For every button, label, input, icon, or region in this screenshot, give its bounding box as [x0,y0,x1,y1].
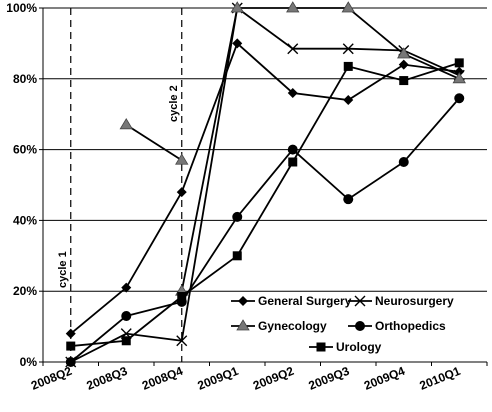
series-gynecology [119,118,189,165]
x-marker [287,43,299,55]
series-line [125,124,183,161]
legend-entry: Orthopedics [348,319,446,333]
legend: General Surgery Neurosurgery Gynecology Ort… [231,294,454,354]
triangle-marker [341,1,355,13]
square-marker [232,251,242,261]
circle-marker [232,211,243,222]
y-tick-label: 80% [13,72,37,86]
x-tick-label: 2009Q1 [196,364,241,393]
legend-entry: Neurosurgery [348,294,454,308]
diamond-marker [287,87,298,98]
circle-marker [121,310,132,321]
series-urology [66,58,464,351]
x-marker [354,295,366,307]
x-marker [176,335,188,347]
circle-marker [65,357,76,367]
cycle-annotation-label: cycle 1 [57,251,69,288]
legend-entry: Gynecology [231,319,327,333]
diamond-marker [176,187,187,198]
triangle-marker [175,153,189,165]
diamond-marker [238,296,248,306]
y-tick-labels: 0% 20% 40% 60% 80% 100% [6,1,37,369]
square-marker [177,292,187,302]
legend-label: Neurosurgery [375,294,454,308]
triangle-marker [236,319,250,331]
series-line [70,41,460,335]
triangle-marker [119,118,133,130]
x-tick-label: 2009Q2 [251,364,296,393]
axes [39,7,488,366]
legend-entry: Urology [309,340,382,354]
square-marker [343,61,353,71]
cycle-annotations: cycle 1 cycle 2 [57,8,183,362]
triangle-marker [397,47,411,59]
gridlines [43,7,487,292]
legend-label: Gynecology [258,319,327,333]
series-group [65,1,466,368]
square-marker [66,341,76,351]
triangle-marker [230,1,244,13]
diamond-marker [232,38,243,49]
circle-marker [398,156,409,167]
y-tick-label: 20% [13,284,37,298]
triangle-marker [452,72,466,84]
y-tick-label: 100% [6,1,37,15]
diamond-marker [343,95,354,106]
triangle-marker [286,1,300,13]
y-tick-label: 40% [13,213,37,227]
square-marker [454,58,464,68]
y-tick-label: 0% [20,355,38,369]
square-marker [288,157,298,167]
diamond-marker [65,328,76,339]
series-general-surgery [65,38,465,339]
series-gynecology [175,1,466,296]
series-line [70,6,460,363]
square-marker [399,76,409,86]
y-tick-label: 60% [13,143,37,157]
legend-label: General Surgery [258,294,352,308]
x-tick-labels: 2008Q2 2008Q3 2008Q4 2009Q1 2009Q2 2009Q3 2009… [29,364,463,393]
square-marker [316,342,326,352]
circle-marker [355,321,365,331]
circle-marker [287,144,298,155]
x-tick-label: 2010Q1 [418,364,463,393]
x-tick-label: 2008Q3 [85,364,130,393]
x-tick-label: 2009Q4 [362,364,407,393]
series-orthopedics [65,93,465,367]
circle-marker [343,194,354,205]
series-line [70,62,460,347]
legend-label: Orthopedics [375,319,446,333]
diamond-marker [398,59,409,70]
x-tick-label: 2009Q3 [307,364,352,393]
x-tick-label: 2008Q4 [140,364,185,393]
legend-label: Urology [336,340,382,354]
cycle-annotation-label: cycle 2 [168,85,180,122]
circle-marker [454,93,465,104]
square-marker [121,336,131,346]
series-line [70,97,460,363]
series-line [180,7,460,292]
x-marker [342,43,354,55]
diamond-marker [121,282,132,293]
legend-entry: General Surgery [231,294,352,308]
